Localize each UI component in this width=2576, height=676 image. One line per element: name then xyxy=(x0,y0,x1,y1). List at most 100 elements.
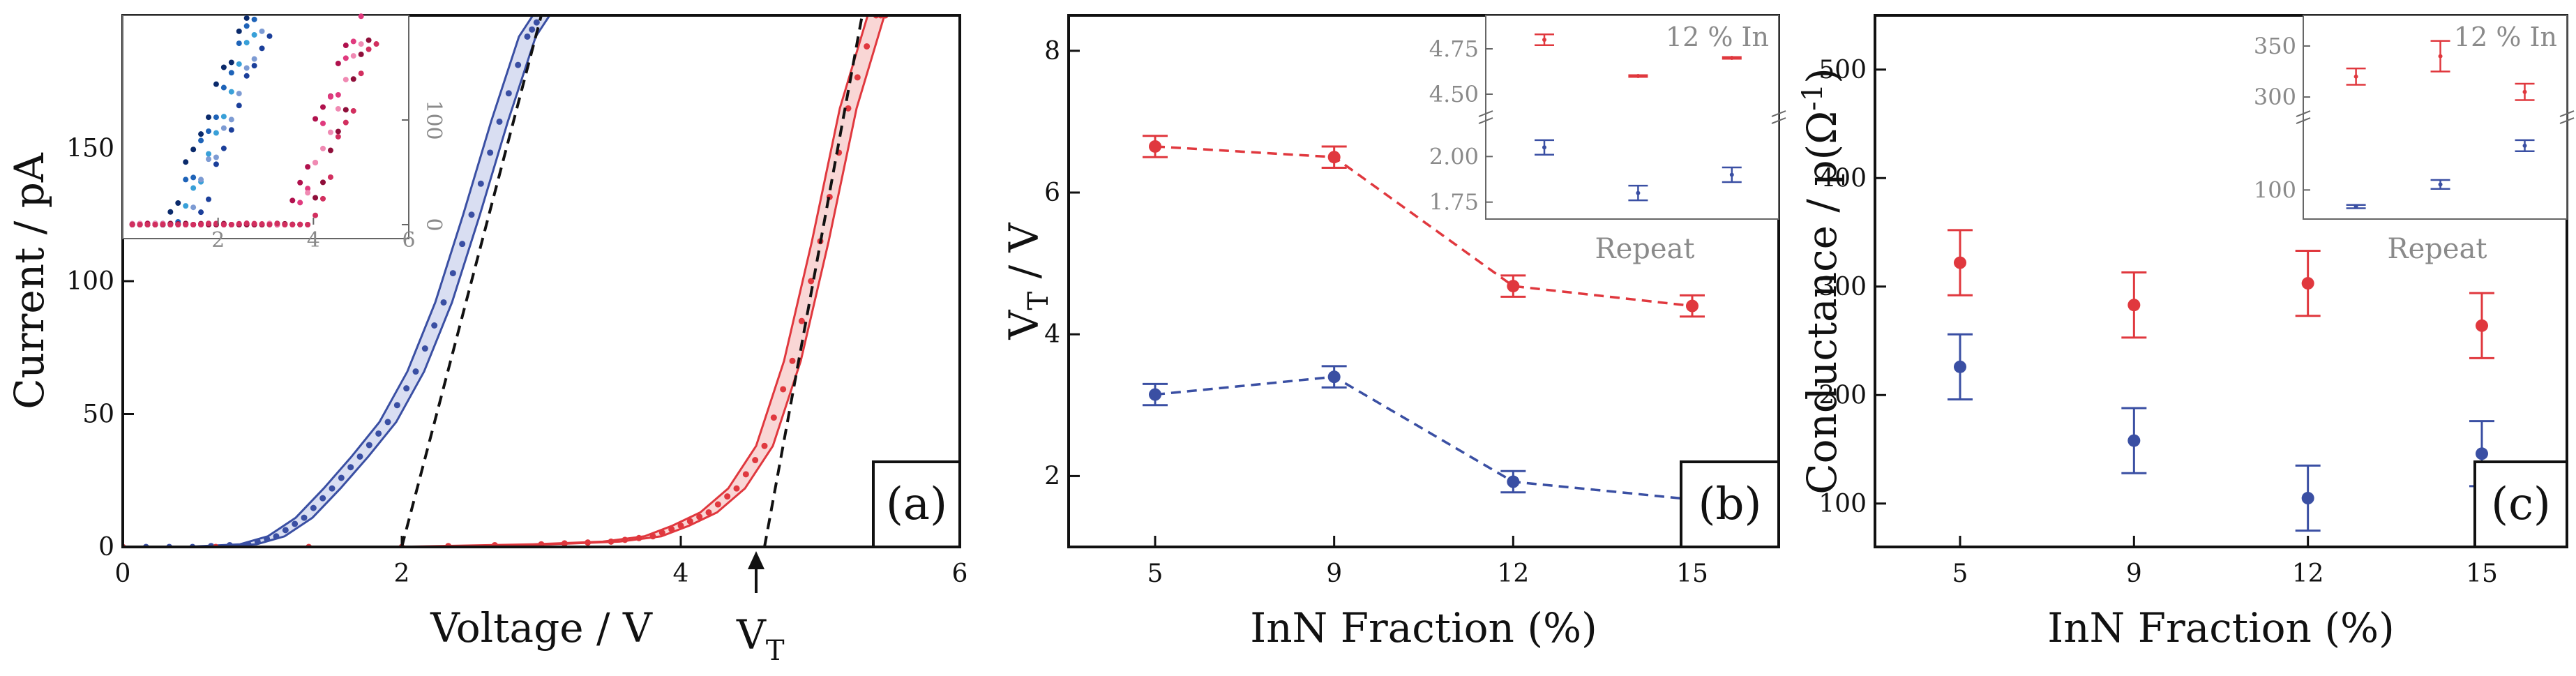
inset-red-point xyxy=(259,221,265,227)
inset-red-point xyxy=(236,220,242,227)
inset-red-point xyxy=(129,222,135,227)
inset-point-red xyxy=(2353,74,2358,79)
data-point-blue xyxy=(310,504,317,511)
panel-b-plot-area xyxy=(1143,135,1705,511)
inset-red-point xyxy=(342,55,349,61)
inset-blue-point xyxy=(243,40,250,46)
panel-c-inset-xlabel: Repeat xyxy=(2388,233,2487,265)
inset-blue-point xyxy=(259,28,265,34)
inset-red-point xyxy=(305,164,311,170)
vt-arrow-head xyxy=(748,551,764,569)
inset-blue-point xyxy=(266,33,273,39)
svg-text:(a): (a) xyxy=(886,479,947,530)
inset-red-point xyxy=(243,220,250,227)
inset-blue-point xyxy=(198,209,204,216)
panel-c-tag: (c) xyxy=(2473,460,2568,548)
series-line-red xyxy=(1154,145,1693,308)
inset-red-point xyxy=(366,37,372,43)
data-point-red xyxy=(780,386,787,393)
data-point-blue xyxy=(1149,388,1161,401)
axis-break-mark xyxy=(2296,117,2311,124)
data-point-red xyxy=(561,540,568,547)
inset-blue-point xyxy=(206,128,211,135)
inset-red-point xyxy=(305,222,311,227)
data-point-blue xyxy=(487,149,494,156)
y-tick-label: 200 xyxy=(1818,381,1867,410)
x-tick-label: 12 xyxy=(2292,559,2324,588)
panel-a-inset-ticks: 2 4 60 100 xyxy=(211,100,446,253)
inset-blue-point xyxy=(228,70,234,76)
data-point-blue xyxy=(403,385,410,392)
inset-blue-point xyxy=(259,45,265,52)
inset-red-point xyxy=(190,222,197,227)
inset-red-point xyxy=(297,221,303,227)
inset-blue-point xyxy=(183,159,189,165)
inset-blue-point xyxy=(206,156,211,163)
panel-b-frame xyxy=(1067,14,1780,548)
inset-red-point xyxy=(327,174,333,180)
inset-point-red xyxy=(1636,74,1641,78)
panel-c-inset-plot: 100 300 350 xyxy=(2254,33,2575,209)
y-tick-label: 100 xyxy=(66,267,114,296)
data-point-blue xyxy=(2127,434,2141,447)
x-tick-label: 15 xyxy=(2466,559,2498,588)
axis-break-mark xyxy=(2296,110,2311,117)
inset-blue-point xyxy=(251,63,257,69)
data-point-red xyxy=(789,357,796,364)
y-tick-label: 4 xyxy=(1044,320,1060,349)
data-point-blue xyxy=(459,241,466,248)
inset-x-tick-label: 4 xyxy=(307,228,320,253)
axis-break-mark xyxy=(1478,110,1493,117)
svg-text:(b): (b) xyxy=(1698,479,1762,530)
inset-y-tick-label: 100 xyxy=(2254,176,2296,203)
x-tick-label: 6 xyxy=(952,559,968,588)
band-edge-right-red xyxy=(131,15,898,547)
inset-blue-point xyxy=(213,114,219,121)
inset-red-point xyxy=(327,147,333,153)
data-point-blue xyxy=(1327,370,1341,384)
data-point-red xyxy=(668,526,675,533)
axis-break-mark xyxy=(1771,117,1786,124)
inset-blue-point xyxy=(190,174,197,181)
data-point-blue xyxy=(282,527,289,534)
inset-red-point xyxy=(228,222,234,227)
inset-red-point xyxy=(335,128,341,135)
inset-red-point xyxy=(183,222,189,227)
inset-blue-point xyxy=(198,176,204,183)
inset-red-point xyxy=(312,212,319,218)
data-point-blue xyxy=(384,419,391,426)
vt-label: VT xyxy=(736,611,785,667)
inset-blue-point xyxy=(228,127,234,133)
inset-blue-point xyxy=(228,59,234,66)
inset-red-point xyxy=(305,186,311,192)
inset-blue-point xyxy=(228,117,234,123)
data-point-blue xyxy=(273,533,280,540)
inset-point-red xyxy=(2438,54,2443,59)
inset-blue-point xyxy=(190,204,197,211)
panel-a-inset-scatter xyxy=(129,13,379,227)
panel-c-ticks: 5 9 12 15 100 200 300 400 500 xyxy=(1818,56,2498,588)
data-point-red xyxy=(808,278,815,285)
inset-blue-point xyxy=(206,151,211,157)
inset-blue-point xyxy=(183,176,189,183)
data-point-red xyxy=(724,493,731,500)
panel-a-tag: (a) xyxy=(872,460,961,548)
data-point-red xyxy=(752,457,759,464)
inset-red-point xyxy=(175,222,181,227)
data-point-blue xyxy=(1954,360,1966,373)
series-line-blue xyxy=(1154,375,1693,501)
panel-c-frame xyxy=(1874,14,2568,548)
data-point-red xyxy=(2476,319,2488,332)
inset-blue-point xyxy=(236,91,242,97)
panel-c: 5 9 12 15 100 200 300 400 500 100 300 350 12 % In … xyxy=(1797,14,2575,652)
inset-blue-point xyxy=(228,89,234,95)
inset-red-point xyxy=(312,195,319,201)
data-point-red xyxy=(705,509,712,516)
data-point-red xyxy=(538,541,545,547)
inset-red-point xyxy=(320,179,326,186)
inset-red-point xyxy=(350,76,356,82)
inset-point-red xyxy=(2522,89,2527,94)
x-tick-label: 9 xyxy=(2126,559,2142,588)
panel-b-ylabel: VT / V xyxy=(1000,222,1055,340)
